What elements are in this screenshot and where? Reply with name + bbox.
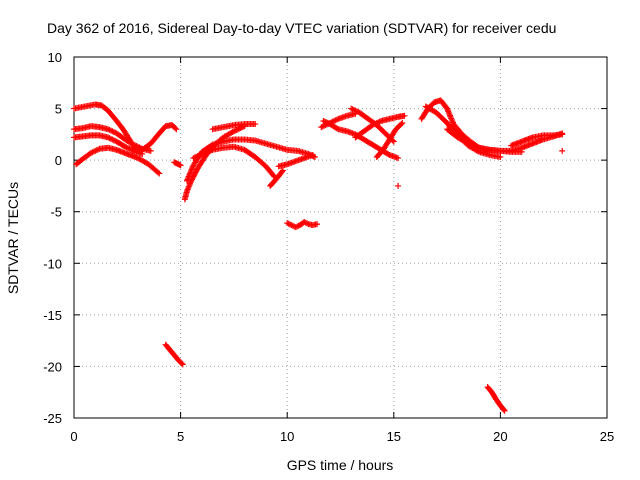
data-point [309, 151, 316, 158]
tick-labels: 0 5 10 15 20 25 -25 -20 -15 -10 -5 0 5 10 [43, 50, 614, 444]
series-arc-c5 [373, 120, 406, 161]
data-point [399, 120, 406, 127]
data-point [178, 360, 185, 367]
y-tick-label: -25 [43, 411, 62, 426]
y-tick-label: -10 [43, 256, 62, 271]
data-point [177, 162, 184, 169]
x-axis-label: GPS time / hours [287, 457, 394, 473]
series-arc-b7 [284, 219, 321, 231]
data-point [559, 131, 566, 138]
x-tick-label: 10 [280, 429, 294, 444]
data-point [279, 168, 286, 175]
chart-title: Day 362 of 2016, Sidereal Day-to-day VTE… [47, 20, 556, 36]
x-tick-label: 5 [177, 429, 184, 444]
series-arc-d6 [559, 147, 566, 154]
data-point [156, 170, 163, 177]
data-point [279, 167, 286, 174]
series-arc-c6 [395, 182, 402, 189]
plot-frame [73, 56, 608, 419]
series-arc-d7 [484, 384, 508, 414]
data-point [314, 221, 321, 228]
y-tick-label: -20 [43, 359, 62, 374]
y-tick-label: 10 [48, 50, 62, 65]
series-arc-d2 [422, 103, 504, 161]
data-point [172, 125, 179, 132]
y-tick-label: -15 [43, 308, 62, 323]
y-tick-label: 0 [55, 153, 62, 168]
data-point [155, 169, 162, 176]
series-arc-c4 [352, 112, 408, 141]
data-point [500, 406, 507, 413]
data-point [233, 126, 240, 133]
x-tick-label: 20 [493, 429, 507, 444]
data-points [71, 97, 566, 414]
data-point [497, 154, 504, 161]
data-point [395, 155, 402, 162]
data-point [173, 126, 180, 133]
data-point [398, 121, 405, 128]
series-arc-a3 [71, 132, 146, 157]
data-point [179, 361, 186, 368]
data-point [401, 112, 408, 119]
series-arc-a7 [162, 341, 186, 368]
series-arc-a2 [71, 123, 154, 154]
series-arc-a4 [73, 144, 163, 177]
data-point [334, 125, 341, 132]
series-arc-a1 [71, 101, 139, 153]
series-arc-b5 [267, 167, 286, 189]
y-tick-label: 5 [55, 102, 62, 117]
data-point [230, 128, 237, 135]
y-axis-label: SDTVAR / TECUs [5, 182, 21, 294]
data-point [236, 125, 243, 132]
data-point [232, 127, 239, 134]
x-tick-label: 25 [600, 429, 614, 444]
series-arc-d5 [508, 131, 566, 149]
x-tick-label: 0 [70, 429, 77, 444]
data-point [252, 121, 259, 128]
y-tick-label: -5 [50, 205, 62, 220]
axis-ticks [73, 56, 608, 419]
series-arc-a6 [171, 159, 184, 169]
series-arc-b4 [190, 143, 278, 180]
series-arc-b2 [209, 121, 259, 133]
data-point [270, 172, 277, 179]
series-arc-b3 [183, 136, 318, 184]
data-point [501, 407, 508, 414]
data-point [385, 151, 392, 158]
data-point [390, 138, 397, 145]
series-arc-a5 [130, 122, 180, 153]
data-point [464, 139, 471, 146]
data-point [559, 147, 566, 154]
data-point [395, 182, 402, 189]
data-point [147, 147, 154, 154]
x-tick-label: 15 [387, 429, 401, 444]
series-arc-b6 [275, 151, 316, 170]
